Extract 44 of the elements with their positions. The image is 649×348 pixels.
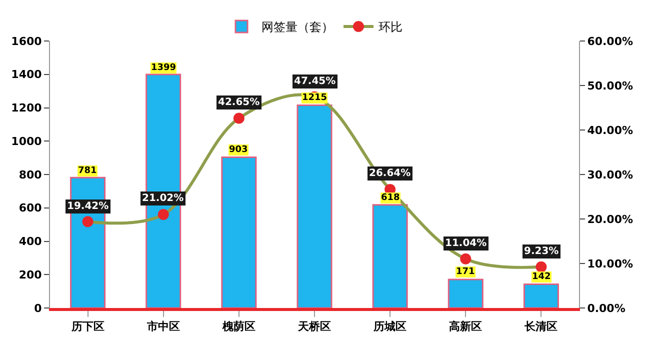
- y-tick-label: 1000: [11, 134, 42, 148]
- y2-tick-label: 20.00%: [587, 212, 634, 226]
- x-tick-label: 长清区: [524, 320, 558, 334]
- data-label: 26.64%: [369, 168, 411, 179]
- y-tick-label: 0: [34, 302, 42, 315]
- x-tick-label: 槐荫区: [221, 320, 256, 334]
- y2-tick-label: 60.00%: [587, 34, 634, 48]
- data-label: 11.04%: [445, 238, 487, 249]
- x-tick-label: 天桥区: [297, 320, 331, 334]
- data-label: 1399: [151, 63, 176, 73]
- data-label: 9.23%: [524, 246, 559, 257]
- bar: [221, 156, 257, 308]
- data-label: 47.45%: [294, 76, 336, 87]
- bar: [296, 104, 332, 308]
- y2-tick-label: 30.00%: [587, 168, 634, 182]
- legend-label: 环比: [378, 20, 402, 34]
- y2-tick-label: 50.00%: [587, 79, 634, 92]
- y-tick-label: 1600: [11, 34, 42, 48]
- data-label: 42.65%: [218, 97, 260, 108]
- bar: [523, 284, 559, 308]
- y2-tick-label: 40.00%: [587, 124, 634, 137]
- x-tick-label: 高新区: [449, 320, 482, 334]
- data-label: 19.42%: [67, 201, 109, 212]
- data-label: 781: [78, 166, 97, 176]
- data-label: 171: [456, 267, 475, 277]
- y2-tick-label: 0.00%: [587, 302, 626, 315]
- x-tick-label: 历下区: [70, 320, 104, 334]
- data-label: 21.02%: [142, 193, 184, 204]
- data-label: 903: [229, 145, 248, 155]
- y-tick-label: 800: [18, 168, 42, 182]
- bar: [372, 204, 408, 308]
- y-tick-label: 1400: [11, 68, 42, 82]
- y-tick-label: 400: [18, 235, 42, 248]
- data-label: 618: [381, 193, 400, 203]
- data-label: 142: [532, 272, 551, 282]
- y-tick-label: 600: [18, 202, 42, 215]
- bar: [448, 278, 484, 308]
- x-tick-label: 历城区: [372, 320, 407, 334]
- y2-tick-label: 10.00%: [587, 257, 634, 270]
- x-tick-label: 市中区: [146, 320, 180, 334]
- legend-label: 网签量（套）: [262, 20, 334, 34]
- y-tick-label: 200: [18, 268, 42, 282]
- y-tick-label: 1200: [11, 102, 42, 115]
- data-label: 1215: [302, 93, 328, 103]
